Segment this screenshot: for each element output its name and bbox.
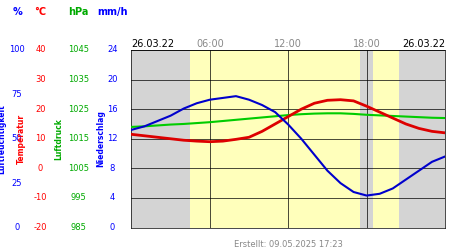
Text: mm/h: mm/h	[97, 8, 128, 18]
Text: 30: 30	[35, 75, 46, 84]
Text: -10: -10	[34, 194, 47, 202]
Text: 25: 25	[12, 178, 22, 188]
Text: 0: 0	[38, 164, 43, 173]
Text: 8: 8	[110, 164, 115, 173]
Bar	[190, 50, 360, 228]
Text: 0: 0	[110, 223, 115, 232]
Text: 1045: 1045	[68, 46, 89, 54]
Text: 0: 0	[14, 223, 20, 232]
Text: 75: 75	[12, 90, 22, 99]
Text: 50: 50	[12, 134, 22, 143]
Text: 26.03.22: 26.03.22	[402, 39, 445, 49]
Text: 985: 985	[71, 223, 87, 232]
Text: 1015: 1015	[68, 134, 89, 143]
Text: °C: °C	[35, 8, 46, 18]
Text: 1025: 1025	[68, 105, 89, 114]
Text: 24: 24	[107, 46, 118, 54]
Text: 16: 16	[107, 105, 118, 114]
Text: 995: 995	[71, 194, 86, 202]
Text: Temperatur: Temperatur	[17, 114, 26, 164]
Text: %: %	[12, 8, 22, 18]
Text: 12: 12	[107, 134, 118, 143]
Text: 40: 40	[35, 46, 46, 54]
Text: 1005: 1005	[68, 164, 89, 173]
Text: 20: 20	[35, 105, 46, 114]
Text: -20: -20	[34, 223, 47, 232]
Bar	[373, 50, 399, 228]
Text: 10: 10	[35, 134, 46, 143]
Text: Luftfeuchtigkeit: Luftfeuchtigkeit	[0, 104, 6, 174]
Text: Niederschlag: Niederschlag	[97, 110, 106, 167]
Text: 4: 4	[110, 194, 115, 202]
Text: Luftdruck: Luftdruck	[54, 118, 63, 160]
Text: hPa: hPa	[68, 8, 89, 18]
Text: 06:00: 06:00	[196, 39, 224, 49]
Text: 20: 20	[107, 75, 118, 84]
Text: 26.03.22: 26.03.22	[131, 39, 175, 49]
Text: 100: 100	[9, 46, 25, 54]
Text: 18:00: 18:00	[353, 39, 381, 49]
Text: 12:00: 12:00	[274, 39, 302, 49]
Text: Erstellt: 09.05.2025 17:23: Erstellt: 09.05.2025 17:23	[234, 240, 342, 249]
Text: 1035: 1035	[68, 75, 89, 84]
